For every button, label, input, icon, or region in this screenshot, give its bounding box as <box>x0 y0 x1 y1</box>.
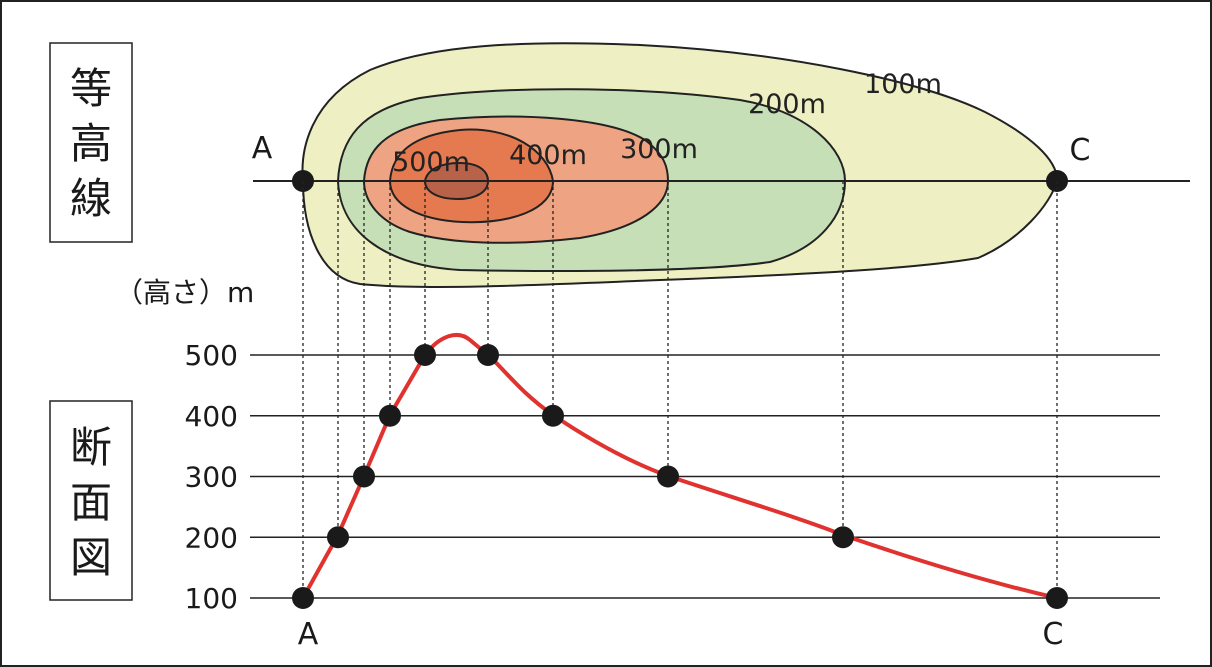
tick-label-100: 100 <box>185 582 238 615</box>
point-c-label-section: C <box>1043 617 1064 652</box>
contour-map: A C 100m 200m 300m 400m 500m <box>252 42 1190 288</box>
contour-label-400m: 400m <box>509 140 587 171</box>
height-gridlines <box>250 354 1160 599</box>
contour-label-100m: 100m <box>864 69 942 100</box>
tick-label-500: 500 <box>185 339 238 372</box>
tick-label-200: 200 <box>185 521 238 554</box>
profile-point-100 <box>1046 587 1068 609</box>
profile-point-200 <box>327 526 349 549</box>
contour-panel-title: 等高線 <box>70 64 112 223</box>
point-c-label-map: C <box>1070 133 1091 168</box>
profile-point-200 <box>832 526 854 549</box>
contour-label-300m: 300m <box>620 134 698 165</box>
y-axis-label: （高さ）m <box>115 276 254 309</box>
profile-point-500 <box>477 344 499 366</box>
profile-point-400 <box>542 404 564 427</box>
profile-point-400 <box>379 404 401 427</box>
tick-label-300: 300 <box>185 461 238 494</box>
section-panel-title: 断面図 <box>70 423 112 582</box>
point-a-label-map: A <box>252 131 273 166</box>
profile-points <box>292 344 1068 609</box>
profile-point-300 <box>657 465 679 488</box>
profile-point-300 <box>353 465 375 488</box>
contour-label-200m: 200m <box>748 89 826 120</box>
section-title-box <box>49 400 133 601</box>
projection-lines <box>302 181 1058 598</box>
contour-label-500m: 500m <box>392 147 470 178</box>
cross-section: （高さ）m 500 400 300 200 100 A C <box>115 276 1160 652</box>
profile-point-500 <box>414 344 436 366</box>
profile-point-100 <box>292 587 314 609</box>
contour-title-box <box>49 42 133 243</box>
point-a-label-section: A <box>298 617 319 652</box>
height-tick-labels: 500 400 300 200 100 <box>185 339 238 615</box>
profile-curve <box>301 333 1059 600</box>
tick-label-400: 400 <box>185 400 238 433</box>
